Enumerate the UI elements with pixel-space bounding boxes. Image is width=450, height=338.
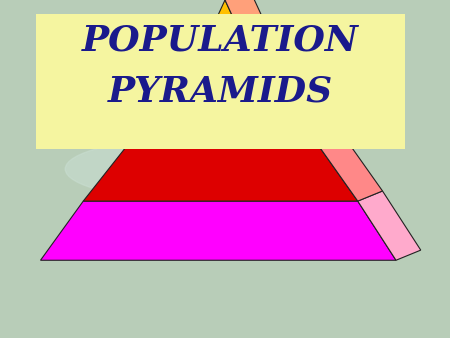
Ellipse shape [65, 139, 313, 199]
Polygon shape [284, 84, 344, 147]
Polygon shape [225, 0, 270, 44]
Text: PYRAMIDS: PYRAMIDS [108, 74, 333, 108]
Polygon shape [320, 137, 382, 201]
Polygon shape [358, 191, 421, 260]
Polygon shape [205, 0, 245, 44]
Polygon shape [245, 34, 308, 95]
Polygon shape [126, 95, 320, 147]
Bar [36, 14, 405, 149]
Polygon shape [40, 201, 396, 260]
Polygon shape [83, 147, 358, 201]
Text: POPULATION: POPULATION [82, 24, 359, 57]
Polygon shape [166, 44, 284, 95]
